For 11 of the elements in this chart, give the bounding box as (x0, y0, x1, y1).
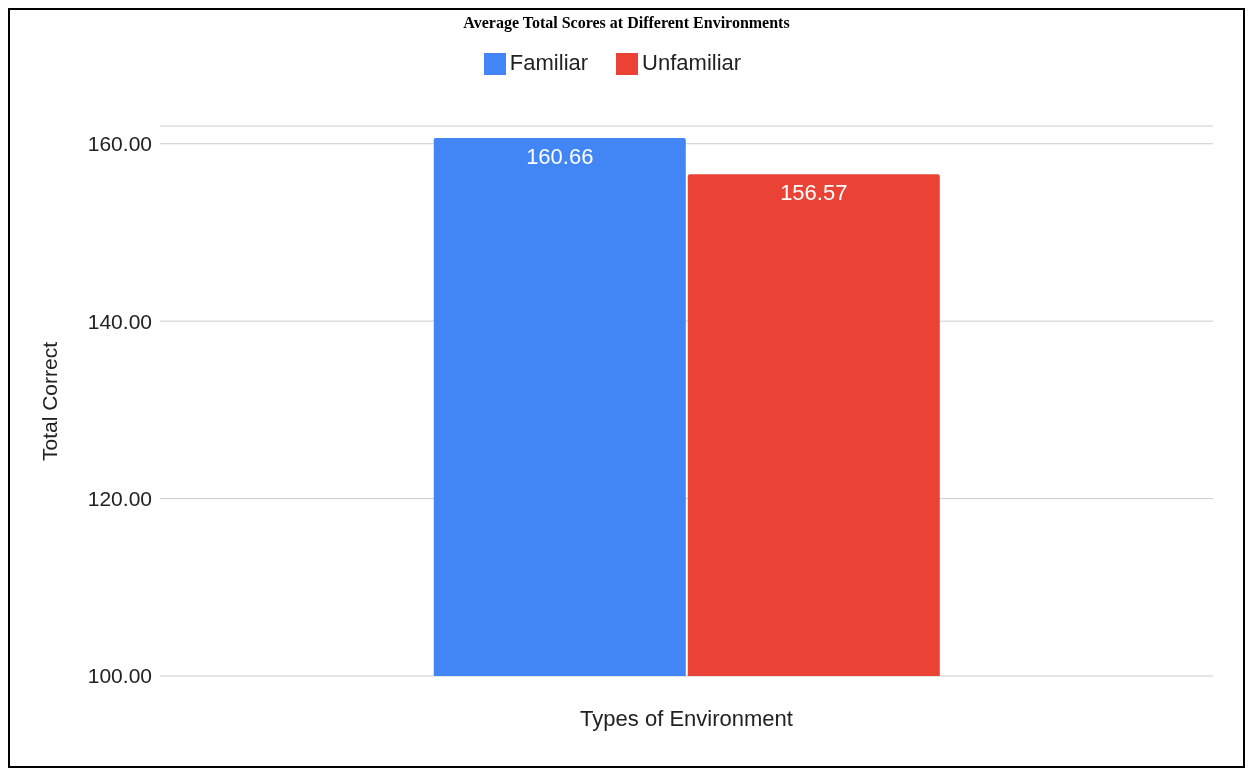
y-tick-label: 160.00 (87, 132, 152, 156)
data-label: 156.57 (780, 179, 848, 205)
y-tick-label: 120.00 (87, 487, 152, 511)
data-label: 160.66 (526, 143, 594, 169)
legend-label: Familiar (509, 50, 589, 75)
chart-title: Average Total Scores at Different Environments (462, 14, 791, 32)
y-tick-label: 140.00 (87, 309, 152, 333)
x-axis-title: Types of Environment (580, 706, 793, 731)
legend-label: Unfamiliar (642, 50, 742, 75)
y-tick-label: 100.00 (87, 664, 152, 688)
y-axis-title: Total Correct (38, 341, 62, 461)
